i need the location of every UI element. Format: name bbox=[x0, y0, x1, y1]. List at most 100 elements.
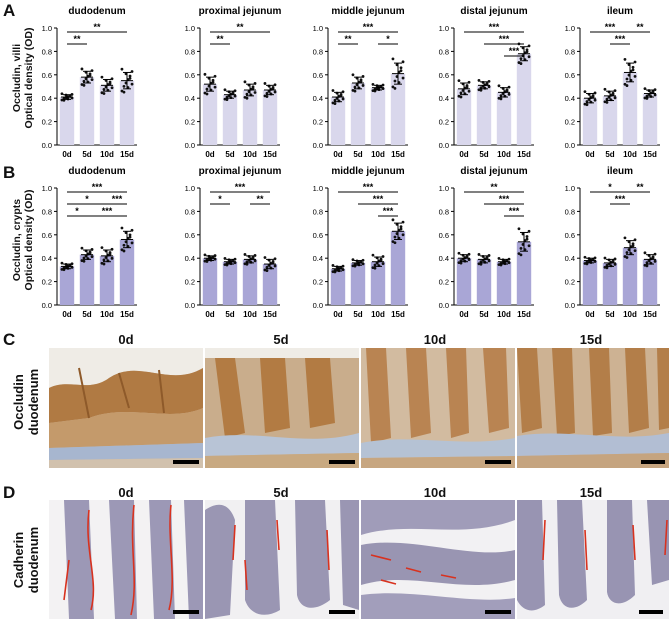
bar bbox=[222, 94, 238, 145]
bar bbox=[642, 259, 658, 305]
data-point bbox=[633, 74, 637, 78]
x-tick-label: 0d bbox=[459, 150, 468, 159]
data-point bbox=[233, 89, 237, 93]
y-tick-label: 1.0 bbox=[42, 184, 52, 193]
data-point bbox=[102, 92, 106, 95]
data-point bbox=[361, 258, 365, 262]
data-point bbox=[80, 67, 84, 71]
bar bbox=[476, 259, 492, 305]
scale-bar-d-5d bbox=[329, 610, 355, 614]
data-point bbox=[82, 256, 86, 260]
scale-bar-c-0d bbox=[173, 460, 199, 464]
panel-letter-b: B bbox=[3, 163, 16, 182]
x-tick-label: 15d bbox=[263, 150, 277, 159]
data-point bbox=[653, 259, 657, 263]
significance-label: ** bbox=[636, 182, 644, 192]
data-point bbox=[401, 60, 405, 64]
y-tick-label: 0.2 bbox=[42, 118, 52, 127]
bar bbox=[119, 80, 135, 145]
data-point bbox=[381, 262, 385, 266]
significance-label: ** bbox=[216, 34, 224, 44]
data-point bbox=[623, 236, 627, 240]
data-point bbox=[100, 246, 104, 250]
data-point bbox=[653, 252, 657, 256]
y-tick-label: 1.0 bbox=[565, 24, 575, 33]
y-tick-label: 0.2 bbox=[439, 118, 449, 127]
y-tick-label: 1.0 bbox=[439, 24, 449, 33]
data-point bbox=[122, 243, 126, 247]
y-tick-label: 0.6 bbox=[42, 71, 52, 80]
significance-label: *** bbox=[509, 206, 520, 216]
bar bbox=[602, 262, 618, 305]
data-point bbox=[353, 85, 357, 89]
y-tick-label: 0.8 bbox=[313, 207, 323, 216]
data-point bbox=[499, 97, 503, 101]
data-point bbox=[245, 262, 249, 266]
data-point bbox=[525, 48, 529, 52]
x-tick-label: 10d bbox=[100, 150, 114, 159]
x-tick-label: 10d bbox=[243, 150, 257, 159]
data-point bbox=[653, 93, 657, 97]
y-tick-label: 0.4 bbox=[42, 94, 52, 103]
data-point bbox=[477, 253, 481, 256]
data-point bbox=[108, 252, 112, 256]
data-point bbox=[399, 227, 403, 231]
significance-label: *** bbox=[383, 206, 394, 216]
data-point bbox=[625, 77, 629, 81]
data-point bbox=[653, 88, 657, 91]
scale-bar-c-10d bbox=[485, 460, 511, 464]
row-a-chart-2: middle jejunum 0.0 0.2 0.4 0.6 0.8 1.0 0d 5d 10d 1… bbox=[313, 6, 408, 159]
data-point bbox=[130, 70, 134, 73]
bar bbox=[202, 258, 218, 305]
y-tick-label: 0.6 bbox=[185, 231, 195, 240]
data-point bbox=[265, 269, 269, 273]
bar bbox=[350, 82, 366, 145]
significance-label: *** bbox=[489, 22, 500, 32]
y-tick-label: 0.4 bbox=[185, 94, 195, 103]
bar bbox=[99, 85, 115, 145]
data-point bbox=[613, 262, 617, 266]
micrograph-occludin-15d-image bbox=[517, 348, 669, 468]
y-tick-label: 1.0 bbox=[565, 184, 575, 193]
y-tick-label: 0.6 bbox=[565, 231, 575, 240]
data-point bbox=[90, 255, 94, 259]
row-b-chart-2: middle jejunum 0.0 0.2 0.4 0.6 0.8 1.0 0d 5d 10d 1… bbox=[313, 166, 408, 319]
data-point bbox=[379, 258, 383, 262]
data-point bbox=[527, 44, 531, 48]
data-point bbox=[108, 82, 112, 86]
row-a-chart-0: dudodenum 0.0 0.2 0.4 0.6 0.8 1.0 0d 5d 10d 15d ** *… bbox=[42, 6, 137, 159]
data-point bbox=[351, 258, 355, 262]
data-point bbox=[631, 242, 635, 246]
scale-bar-d-15d bbox=[639, 610, 663, 614]
data-point bbox=[457, 251, 461, 255]
d-col-label-0d: 0d bbox=[118, 485, 134, 500]
data-point bbox=[457, 79, 461, 83]
y-tick-label: 0.8 bbox=[565, 47, 575, 56]
data-point bbox=[60, 261, 64, 265]
y-tick-label: 0.2 bbox=[313, 118, 323, 127]
y-tick-label: 0.6 bbox=[185, 71, 195, 80]
d-row-label-stain: Cadherin bbox=[11, 531, 26, 589]
data-point bbox=[100, 75, 104, 79]
c-row-label-tissue: duodenum bbox=[26, 368, 41, 436]
significance-label: * bbox=[75, 206, 79, 216]
data-point bbox=[333, 102, 337, 105]
bar bbox=[262, 264, 278, 305]
bar bbox=[242, 90, 258, 145]
bar bbox=[79, 254, 95, 305]
chart-title: distal jejunum bbox=[460, 6, 527, 17]
y-tick-label: 0.2 bbox=[313, 278, 323, 287]
data-point bbox=[90, 248, 94, 251]
bar bbox=[622, 72, 638, 145]
data-point bbox=[399, 69, 403, 73]
bar bbox=[350, 262, 366, 305]
bar bbox=[390, 231, 406, 305]
data-point bbox=[391, 85, 395, 89]
chart-title: middle jejunum bbox=[331, 166, 404, 177]
data-point bbox=[645, 261, 649, 265]
data-point bbox=[341, 264, 345, 268]
bar bbox=[622, 247, 638, 305]
significance-label: * bbox=[386, 34, 390, 44]
y-tick-label: 0.2 bbox=[185, 278, 195, 287]
